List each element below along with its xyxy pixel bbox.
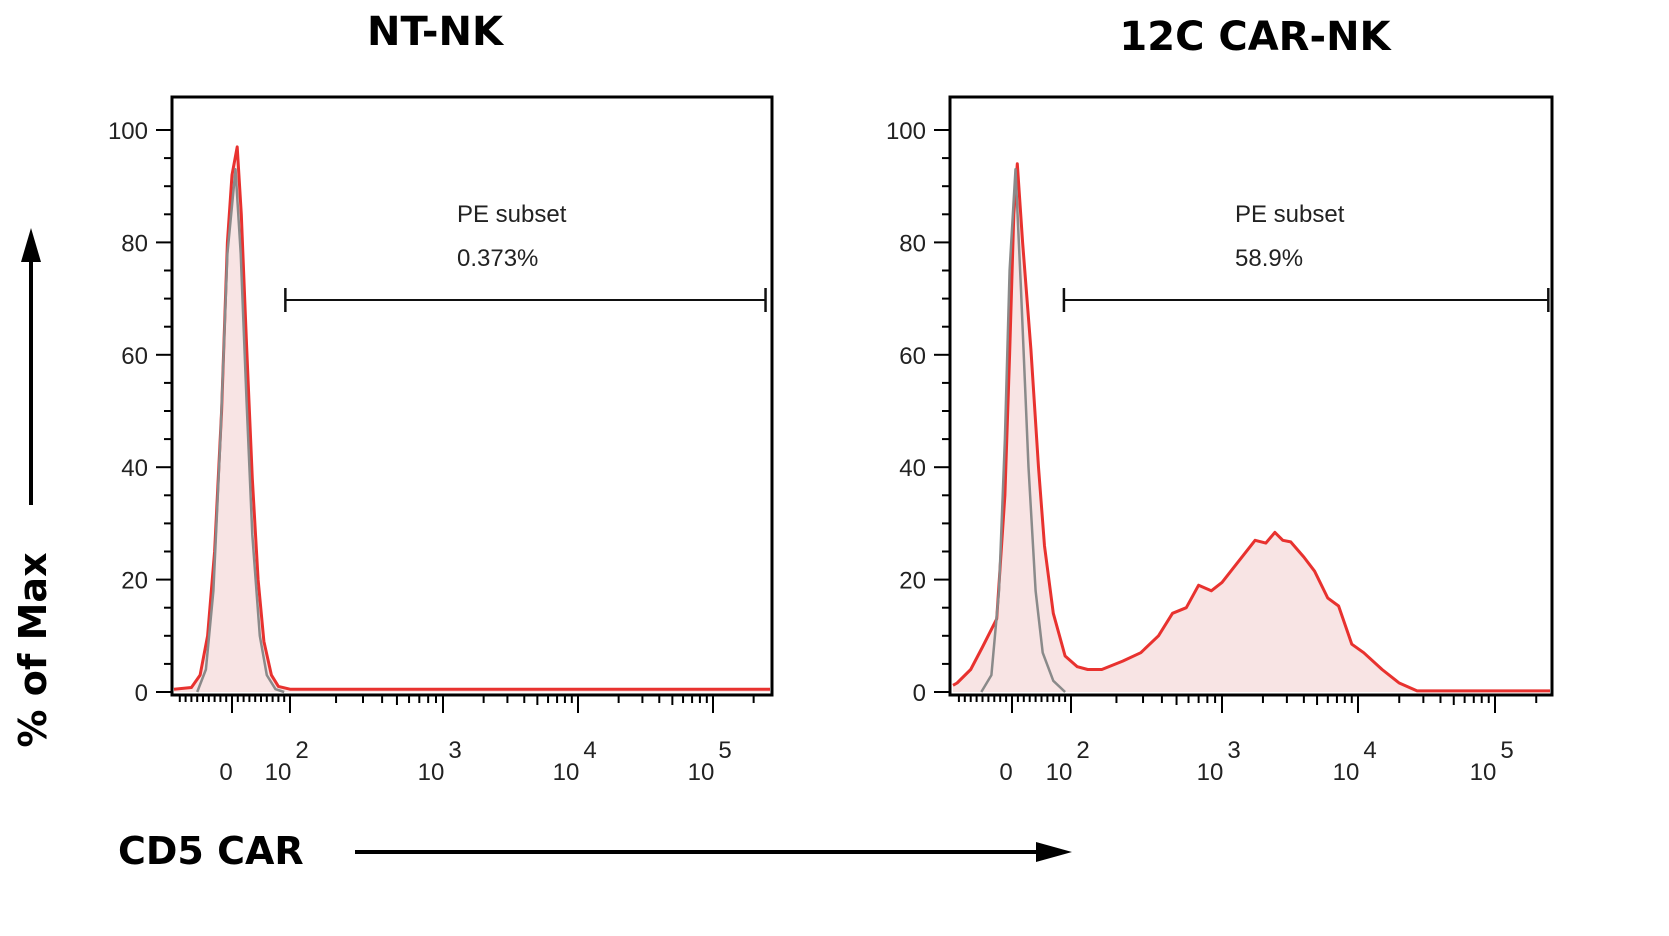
y-tick-label: 40 [121, 455, 148, 482]
x-tick-label: 0 [219, 759, 232, 786]
histogram-fill-area [174, 147, 770, 692]
x-tick-label-base: 10 [265, 759, 292, 786]
x-tick-label-base: 10 [1046, 759, 1073, 786]
histogram-panel-nt-nk: 0204060801000102103104105PE subset0.373% [108, 97, 772, 786]
histogram-fill-area [953, 164, 1550, 692]
y-axis-arrow-icon [21, 228, 41, 262]
x-tick-label-exponent: 5 [718, 737, 731, 764]
x-axis-label: CD5 CAR [118, 829, 304, 873]
y-tick-label: 80 [121, 230, 148, 257]
histogram-panel-12c-car-nk: 0204060801000102103104105PE subset58.9% [886, 97, 1552, 786]
chart-title-12c-car-nk: 12C CAR-NK [1119, 14, 1392, 60]
x-axis-arrow-icon [1036, 842, 1072, 862]
x-tick-label-exponent: 3 [1227, 737, 1240, 764]
x-tick-label-exponent: 5 [1500, 737, 1513, 764]
y-tick-label: 100 [108, 118, 148, 145]
y-tick-label: 60 [899, 343, 926, 370]
x-tick-label: 0 [999, 759, 1012, 786]
gate-name-label: PE subset [457, 201, 567, 228]
x-tick-label-exponent: 3 [448, 737, 461, 764]
x-tick-label-exponent: 2 [295, 737, 308, 764]
gate-percent-label: 0.373% [457, 245, 538, 272]
y-axis-label-group: % of Max [11, 228, 55, 748]
gate-name-label: PE subset [1235, 201, 1345, 228]
y-tick-label: 0 [913, 680, 926, 707]
y-tick-label: 40 [899, 455, 926, 482]
chart-title-nt-nk: NT-NK [367, 9, 505, 55]
x-tick-label-base: 10 [553, 759, 580, 786]
y-tick-label: 100 [886, 118, 926, 145]
x-tick-label-exponent: 4 [1363, 737, 1376, 764]
y-tick-label: 20 [121, 568, 148, 595]
x-tick-label-base: 10 [1470, 759, 1497, 786]
y-tick-label: 80 [899, 230, 926, 257]
y-tick-label: 20 [899, 568, 926, 595]
x-tick-label-exponent: 4 [583, 737, 596, 764]
x-tick-label-base: 10 [688, 759, 715, 786]
x-tick-label-base: 10 [1197, 759, 1224, 786]
x-tick-label-base: 10 [418, 759, 445, 786]
x-tick-label-exponent: 2 [1076, 737, 1089, 764]
x-axis-label-group: CD5 CAR [118, 829, 1072, 873]
x-tick-label-base: 10 [1333, 759, 1360, 786]
y-tick-label: 0 [135, 680, 148, 707]
y-tick-label: 60 [121, 343, 148, 370]
gate-percent-label: 58.9% [1235, 245, 1303, 272]
y-axis-label: % of Max [11, 552, 55, 747]
histogram-curve-sample [174, 147, 770, 689]
